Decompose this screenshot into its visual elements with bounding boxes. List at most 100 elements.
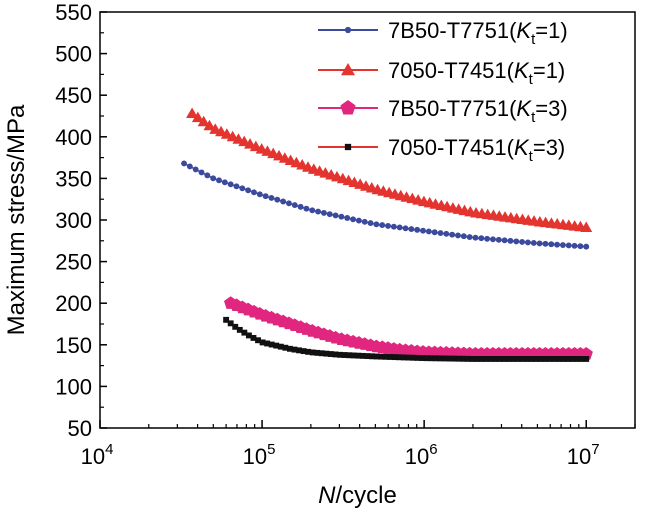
data-point [507, 237, 514, 244]
data-point [571, 242, 578, 249]
data-point [464, 355, 471, 362]
data-point [186, 163, 193, 170]
data-point [449, 231, 456, 238]
data-point [291, 202, 298, 209]
data-point [297, 203, 304, 210]
series-3 [224, 296, 593, 360]
data-point [367, 220, 374, 227]
x-tick-label: 107 [567, 441, 600, 469]
data-point [569, 356, 576, 362]
data-point [350, 352, 357, 359]
data-point [396, 224, 403, 231]
legend: 7B50-T7751(Kt=1) 7050-T7451(Kt=1) 7B50-T77… [318, 18, 568, 165]
y-tick-label: 150 [55, 333, 92, 358]
legend-item-1: 7B50-T7751(Kt=1) [318, 18, 568, 48]
data-point [437, 230, 444, 236]
data-point [323, 350, 330, 357]
data-point [239, 185, 246, 192]
y-tick-label: 100 [55, 374, 92, 399]
data-point [583, 243, 590, 250]
legend-label: 7050-T7451(Kt=3) [388, 135, 565, 165]
data-point [350, 216, 357, 223]
data-point [514, 356, 521, 362]
data-point [425, 228, 432, 235]
data-point [277, 343, 284, 350]
data-point [264, 340, 271, 347]
data-point [402, 225, 409, 232]
data-point [513, 238, 520, 245]
data-point [551, 356, 558, 362]
data-point [191, 111, 204, 123]
data-point [455, 355, 462, 362]
data-point [291, 346, 298, 353]
data-point [460, 233, 467, 240]
data-point [232, 323, 239, 330]
data-point [446, 355, 453, 362]
data-point [577, 243, 584, 250]
series-layer [181, 107, 593, 362]
data-point [309, 207, 316, 214]
data-point [382, 353, 389, 360]
data-point [555, 356, 562, 362]
data-point [250, 334, 257, 341]
legend-item-3: 7B50-T7751(Kt=3) [318, 96, 568, 126]
data-point [432, 355, 439, 362]
data-point [359, 352, 366, 359]
data-point [326, 211, 333, 218]
data-point [192, 166, 199, 173]
data-point [505, 356, 512, 362]
data-point [210, 175, 217, 182]
data-point [560, 356, 567, 362]
data-point [533, 356, 540, 362]
y-tick-label: 400 [55, 125, 92, 150]
data-point [501, 237, 508, 244]
data-point [519, 238, 526, 245]
data-point [274, 196, 281, 203]
data-point [204, 172, 211, 179]
data-point [337, 351, 344, 358]
y-tick-label: 300 [55, 208, 92, 233]
data-point [355, 217, 362, 224]
data-point [203, 119, 216, 131]
data-point [197, 115, 210, 127]
data-point [390, 223, 397, 230]
data-point [305, 348, 312, 355]
y-tick-label: 250 [55, 250, 92, 275]
data-point [387, 354, 394, 360]
data-point [510, 356, 517, 362]
data-point [482, 356, 489, 362]
data-point [286, 200, 292, 207]
data-point [328, 351, 334, 357]
legend-label: 7B50-T7751(Kt=3) [388, 96, 568, 126]
y-tick-label: 450 [55, 83, 92, 108]
data-point [408, 226, 415, 233]
data-point [236, 326, 243, 333]
data-point [405, 354, 412, 361]
data-point [530, 240, 537, 246]
data-point [181, 160, 187, 167]
data-point [332, 351, 339, 358]
data-point [542, 240, 549, 247]
x-axis-ticks: 104 105 106 107 [81, 420, 636, 469]
data-point [469, 355, 476, 362]
data-point [364, 353, 371, 360]
data-point [419, 355, 426, 361]
data-point [227, 320, 234, 327]
data-point [441, 355, 448, 362]
data-point [420, 227, 426, 234]
data-point [400, 354, 407, 361]
data-point [466, 234, 473, 240]
series-line [183, 162, 587, 248]
data-point [373, 353, 380, 360]
y-tick-label: 500 [55, 42, 92, 67]
data-point [501, 356, 508, 362]
legend-item-4: 7050-T7451(Kt=3) [318, 135, 565, 165]
data-point [528, 356, 535, 362]
data-point [391, 354, 398, 361]
data-point [385, 222, 391, 229]
series-line [191, 112, 587, 229]
data-point [315, 208, 322, 215]
data-point [280, 198, 287, 205]
data-point [536, 240, 543, 247]
data-point [256, 191, 263, 198]
